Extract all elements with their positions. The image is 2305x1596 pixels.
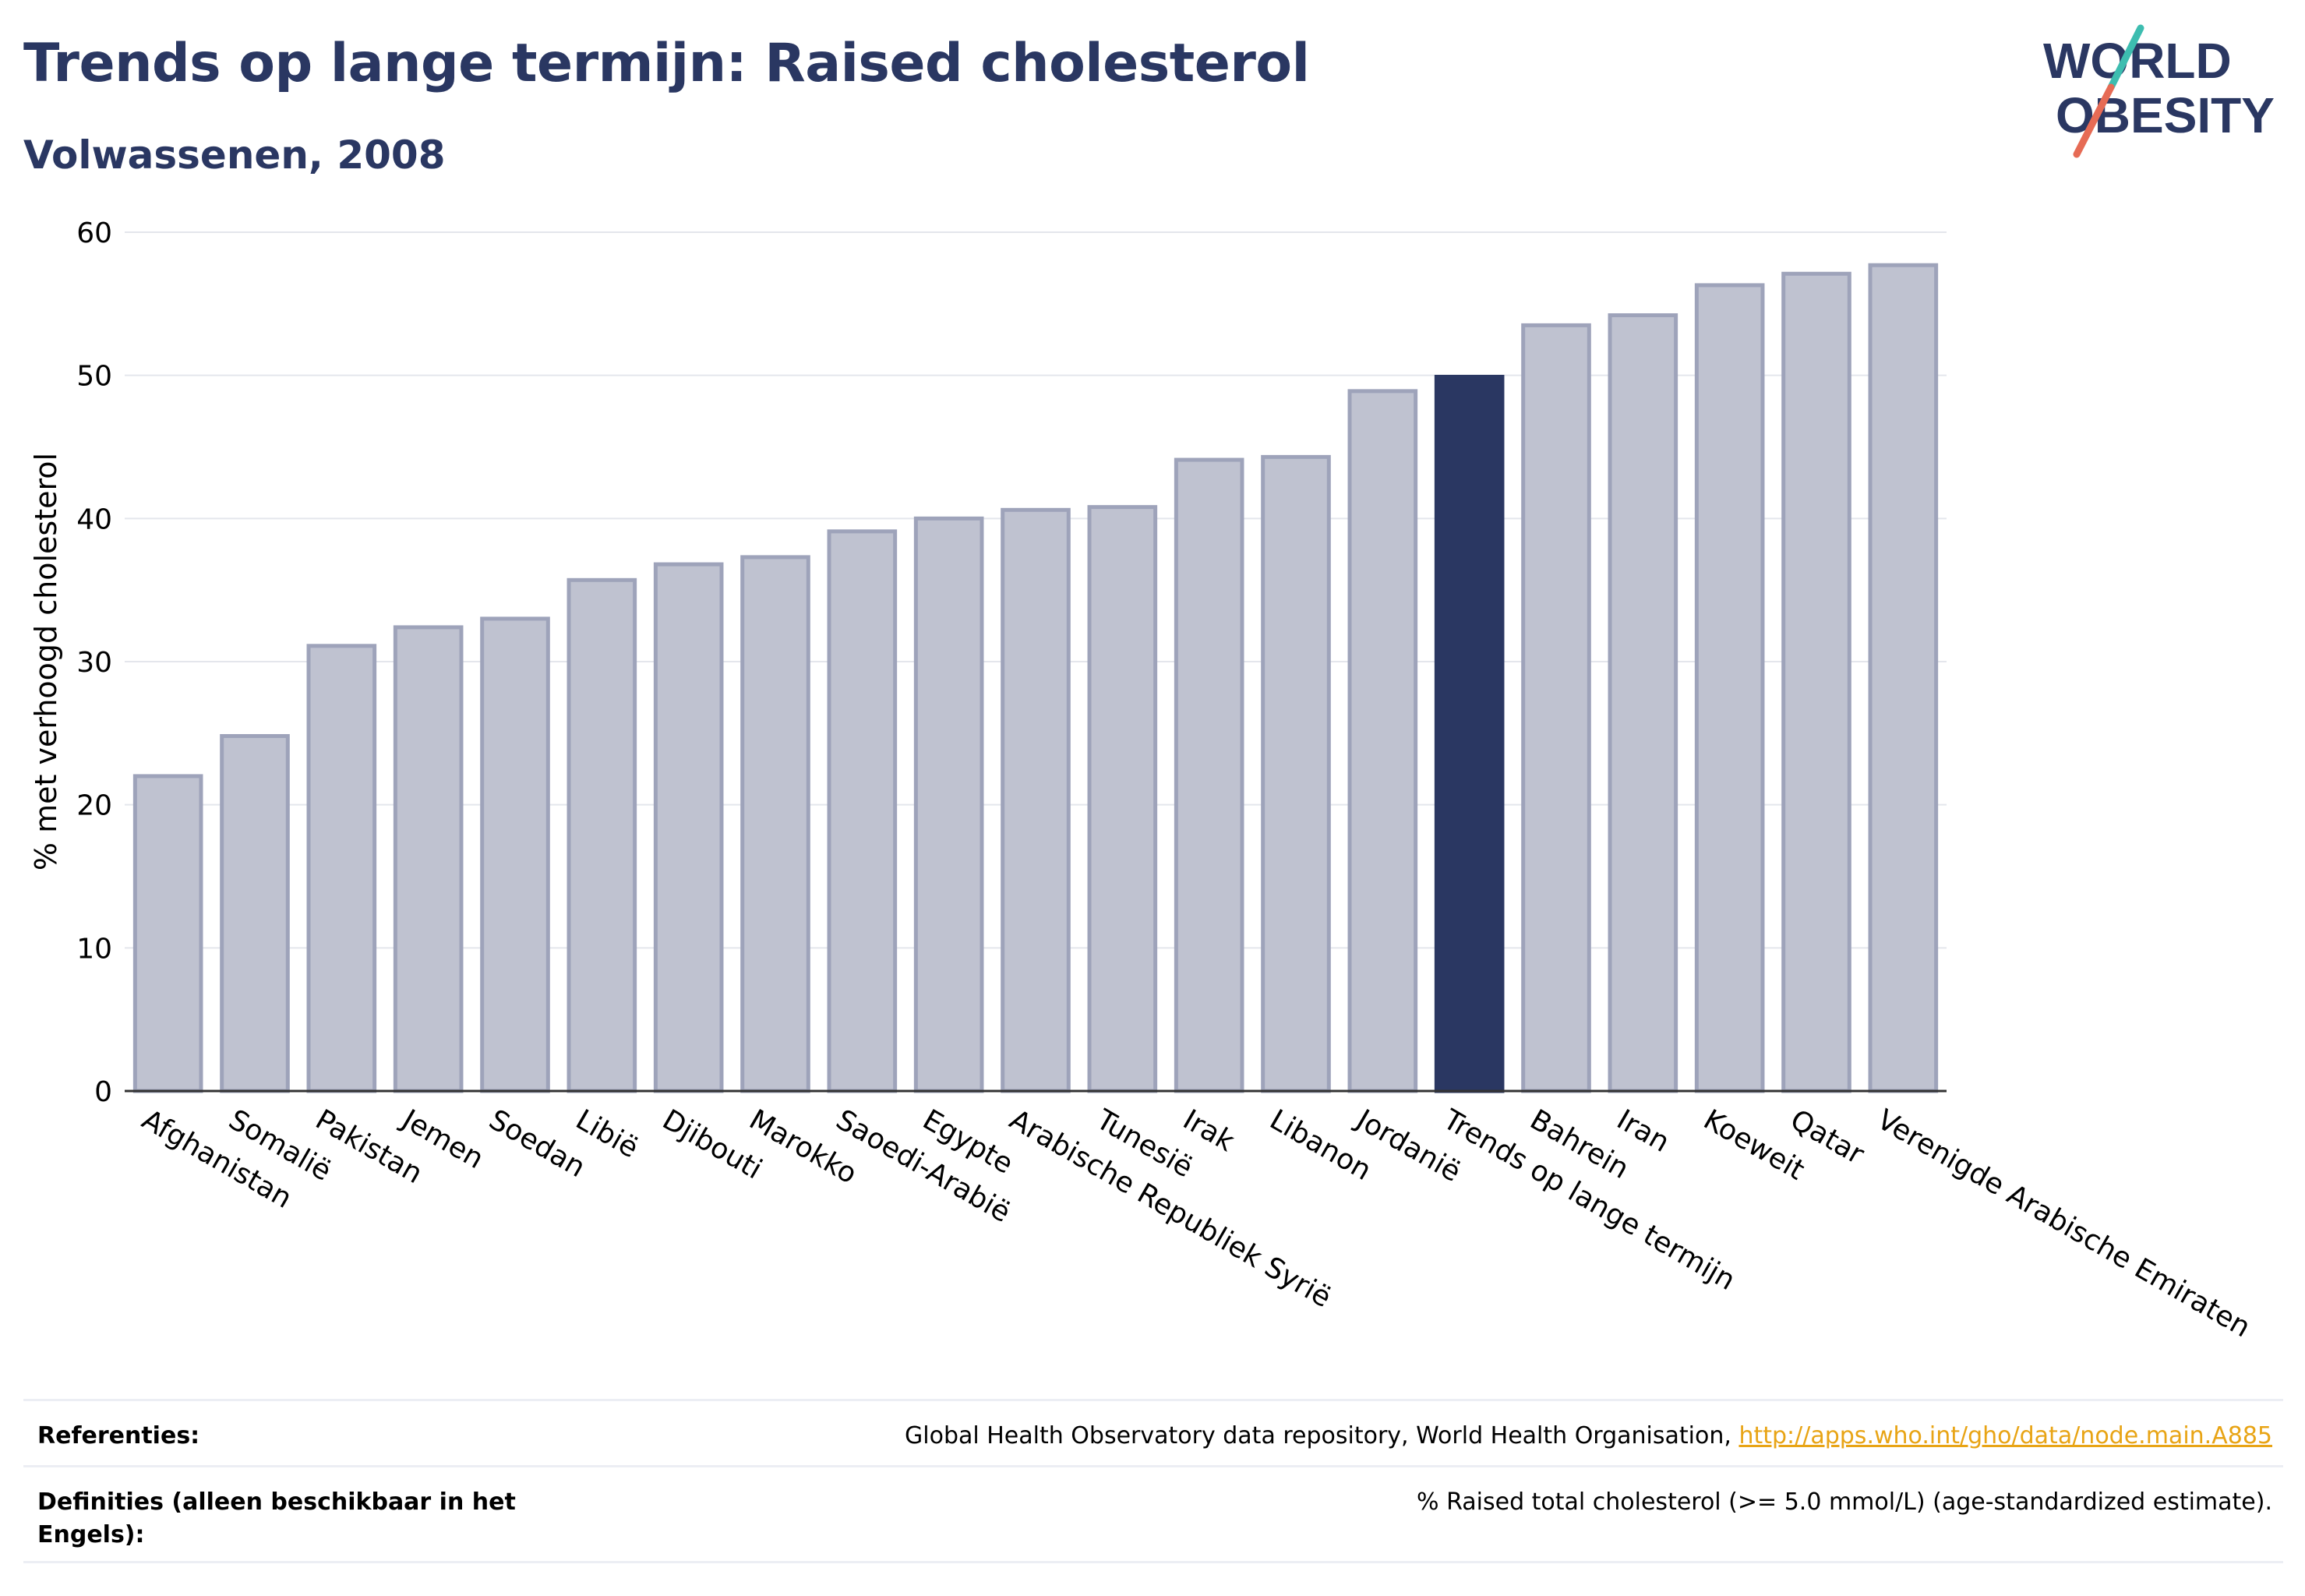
x-tick-labels: AfghanistanSomaliëPakistanJemenSoedanLib… <box>136 1103 2255 1344</box>
bar-chart: 0 10 20 30 40 50 60 AfghanistanSomaliëPakistan… <box>29 217 2256 1344</box>
definitions-value: % Raised total cholesterol (>= 5.0 mmol/… <box>1417 1488 2272 1516</box>
bar-trends-op-lange-termijn <box>1434 375 1505 1093</box>
logo-line2: OBESITY <box>2056 87 2275 143</box>
y-tick-label: 10 <box>76 933 112 965</box>
references-label: Referenties: <box>37 1422 200 1449</box>
bars <box>132 263 1939 1093</box>
bar-bahrein <box>1521 323 1591 1093</box>
y-tick-labels: 0 10 20 30 40 50 60 <box>76 217 112 1108</box>
world-obesity-logo: WORLD OBESITY <box>2043 24 2275 158</box>
bar-jemen <box>393 625 464 1093</box>
bar-verenigde-arabische-emiraten <box>1868 263 1939 1093</box>
y-tick-label: 60 <box>76 217 112 249</box>
x-tick-label: Soedan <box>484 1103 591 1184</box>
x-tick-label: Verenigde Arabische Emiraten <box>1872 1103 2256 1344</box>
page-title: Trends op lange termijn: Raised choleste… <box>23 33 1310 94</box>
bar-arabische-republiek-syri- <box>1001 507 1071 1093</box>
references-row: Referenties: Global Health Observatory d… <box>23 1399 2283 1465</box>
bar-iran <box>1608 313 1678 1093</box>
definitions-row: Definities (alleen beschikbaar in het En… <box>23 1465 2283 1563</box>
references-link[interactable]: http://apps.who.int/gho/data/node.main.A… <box>1738 1422 2272 1449</box>
bar-koeweit <box>1694 283 1765 1093</box>
references-text: Global Health Observatory data repositor… <box>905 1422 1739 1449</box>
bar-libanon <box>1261 454 1331 1093</box>
bar-pakistan <box>306 644 377 1093</box>
bar-djibouti <box>653 562 724 1093</box>
bar-tunesi- <box>1087 505 1158 1093</box>
references-table: Referenties: Global Health Observatory d… <box>23 1399 2283 1563</box>
page-subtitle: Volwassenen, 2008 <box>23 132 446 178</box>
y-tick-label: 0 <box>94 1076 112 1108</box>
bar-somali- <box>220 734 290 1093</box>
bar-afghanistan <box>132 774 203 1093</box>
logo-slash-top-icon <box>2107 24 2144 91</box>
bar-soedan <box>480 616 550 1093</box>
logo-slash-bottom-icon <box>2073 83 2115 158</box>
bar-saoedi-arabi- <box>827 529 898 1093</box>
bar-jordani- <box>1347 389 1418 1093</box>
references-value: Global Health Observatory data repositor… <box>905 1420 2272 1453</box>
y-tick-label: 30 <box>76 647 112 679</box>
bar-qatar <box>1781 271 1851 1093</box>
y-tick-label: 40 <box>76 503 112 535</box>
bar-irak <box>1174 457 1244 1093</box>
y-tick-label: 50 <box>76 361 112 393</box>
y-tick-label: 20 <box>76 790 112 822</box>
bar-libi- <box>567 577 637 1093</box>
definitions-label: Definities (alleen beschikbaar in het En… <box>37 1488 516 1548</box>
y-axis-label: % met verhoogd cholesterol <box>29 453 63 870</box>
bar-egypte <box>913 516 984 1093</box>
bar-marokko <box>740 555 810 1093</box>
x-tick-label: Djibouti <box>657 1103 767 1185</box>
